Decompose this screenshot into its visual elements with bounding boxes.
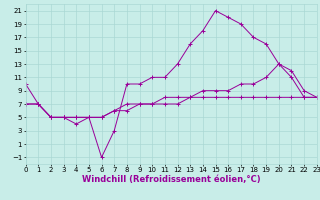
X-axis label: Windchill (Refroidissement éolien,°C): Windchill (Refroidissement éolien,°C)	[82, 175, 260, 184]
